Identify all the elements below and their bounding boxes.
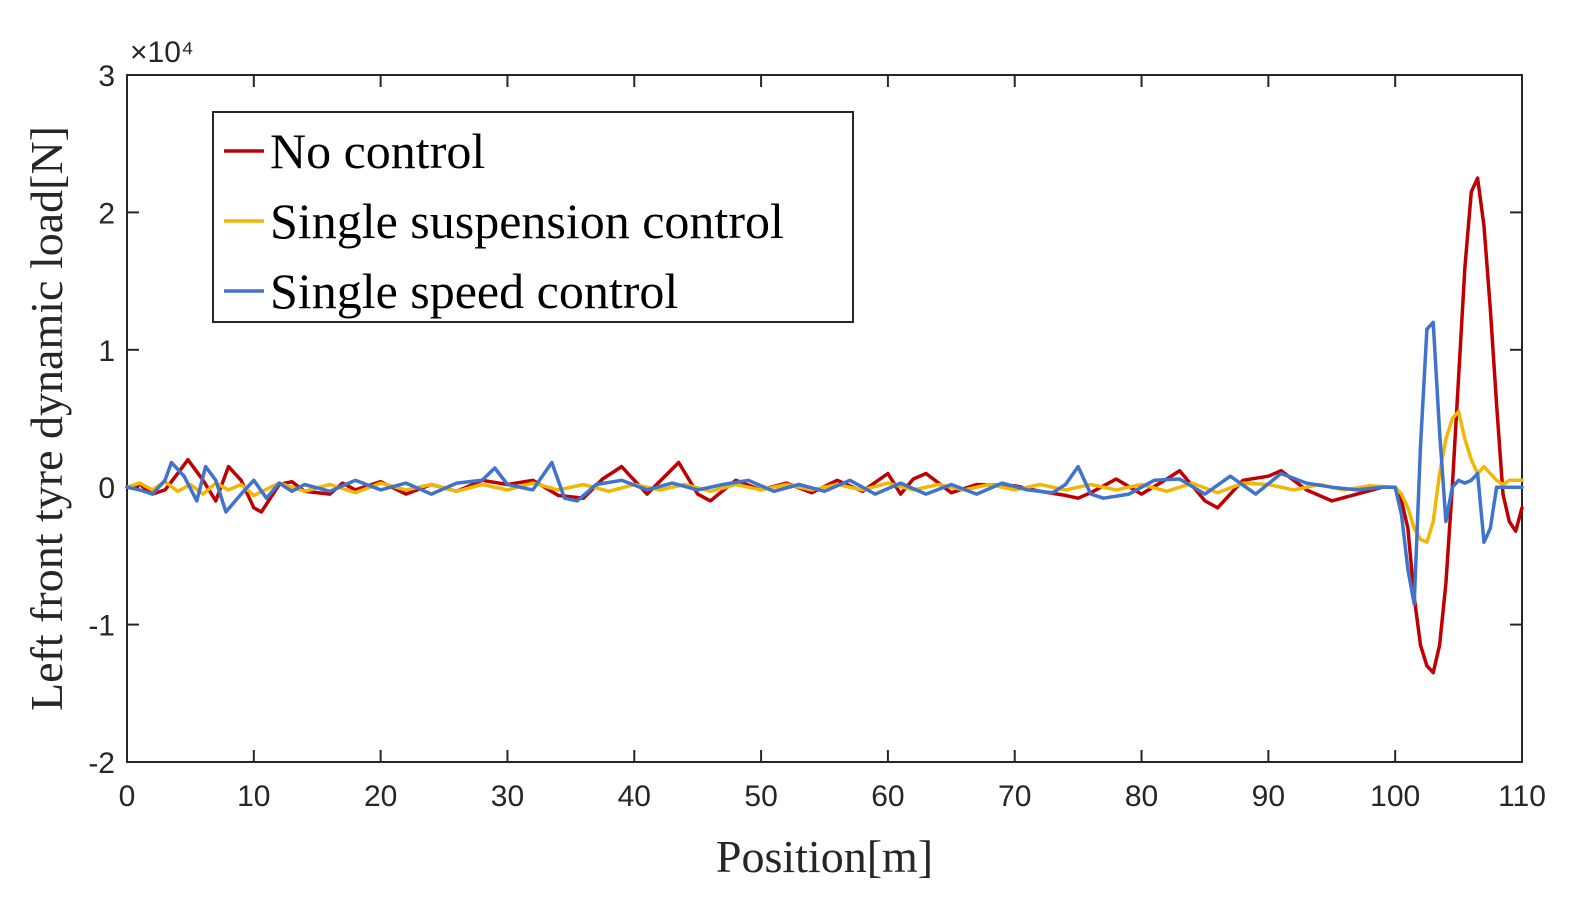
y-tick-label: -1 (88, 610, 115, 643)
legend: No control Single suspension control Singl… (212, 111, 854, 323)
x-tick-label: 80 (1125, 780, 1158, 813)
x-tick-label: 90 (1252, 780, 1285, 813)
x-tick-label: 70 (998, 780, 1031, 813)
x-axis-title: Position[m] (716, 831, 933, 882)
y-tick-label: 2 (98, 197, 115, 230)
legend-label: Single speed control (270, 263, 678, 319)
plot-area (126, 74, 1523, 763)
x-tick-label: 50 (744, 780, 777, 813)
legend-label: Single suspension control (270, 193, 784, 249)
x-tick-label: 60 (871, 780, 904, 813)
x-tick-label: 40 (618, 780, 651, 813)
series-line (125, 409, 1524, 544)
legend-box (212, 111, 854, 323)
series-layer (125, 176, 1524, 675)
x-tick-label: 10 (237, 780, 270, 813)
legend-label: No control (270, 123, 485, 179)
x-tick-label: 30 (491, 780, 524, 813)
y-tick-label: 0 (98, 472, 115, 505)
y-axis-title: Left front tyre dynamic load[N] (21, 126, 72, 711)
x-tick-label: 100 (1370, 780, 1420, 813)
y-tick-label: 3 (98, 60, 115, 93)
x-tick-label: 110 (1498, 780, 1546, 813)
plot-frame (126, 74, 1523, 763)
series-line (125, 320, 1524, 606)
y-tick-label: 1 (98, 335, 115, 368)
axis-ticks: 0 10 20 30 40 50 60 70 80 90 100 110 -2 -1 0 1 2 3 (88, 60, 1546, 813)
x-tick-label: 0 (119, 780, 136, 813)
y-exponent-label: ×10⁴ (130, 36, 194, 69)
x-tick-label: 20 (364, 780, 397, 813)
y-tick-label: -2 (88, 747, 115, 780)
